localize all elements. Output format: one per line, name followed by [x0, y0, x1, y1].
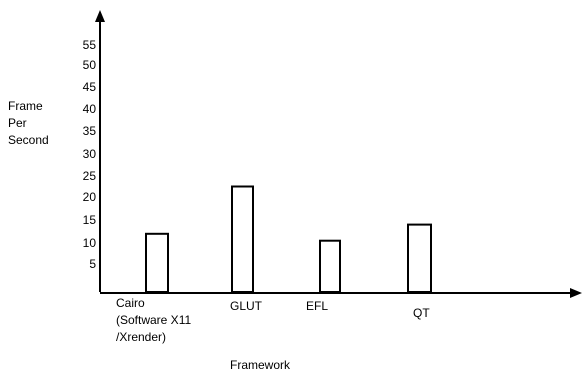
y-tick-label: 20	[83, 190, 97, 204]
y-tick-label: 50	[83, 58, 97, 72]
x-category-label: Cairo (Software X11 /Xrender)	[116, 296, 192, 344]
y-tick-label: 10	[83, 236, 97, 250]
bar	[145, 232, 169, 294]
y-tick-label: 30	[83, 147, 97, 161]
y-tick-label: 15	[83, 213, 97, 227]
y-tick-label: 5	[89, 257, 96, 271]
y-tick-label: 55	[83, 38, 97, 52]
y-tick-labels: 5 10 15 20 25 30 35 40 45 50 55	[83, 38, 97, 271]
y-tick-label: 25	[83, 169, 97, 183]
y-tick-label: 35	[83, 124, 97, 138]
bars	[145, 185, 432, 294]
x-category-label: QT	[413, 306, 430, 320]
y-axis-arrowhead	[95, 10, 105, 22]
x-category-label: GLUT	[230, 299, 263, 313]
bar	[231, 185, 254, 293]
y-tick-label: 45	[83, 80, 97, 94]
x-axis-arrowhead	[570, 288, 582, 298]
bar	[319, 239, 341, 293]
bar	[407, 223, 432, 294]
y-axis-title: Frame Per Second	[8, 99, 49, 147]
x-axis-title: Framework	[230, 358, 291, 372]
y-tick-label: 40	[83, 102, 97, 116]
x-category-label: EFL	[306, 299, 329, 313]
